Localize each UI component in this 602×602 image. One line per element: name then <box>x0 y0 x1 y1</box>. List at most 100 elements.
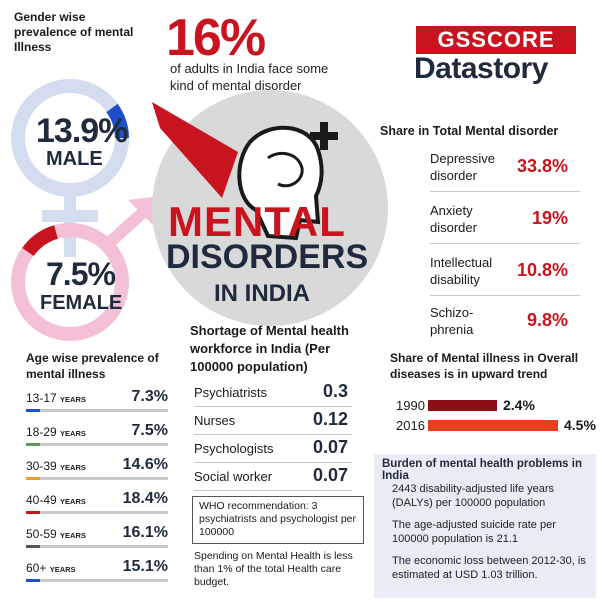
share-value: 19% <box>531 208 568 228</box>
male-percent: 13.9% <box>36 112 128 150</box>
female-symbol-bar <box>42 210 98 222</box>
red-cone <box>152 102 238 198</box>
head-icon <box>237 125 324 241</box>
age-units: YEARS <box>49 565 76 574</box>
burden-point: The economic loss between 2012-30, is es… <box>392 555 586 581</box>
age-row: 40-49 YEARS 18.4% <box>26 490 168 524</box>
trend-bar <box>428 400 497 411</box>
age-track <box>26 409 168 412</box>
shortage-value: 0.3 <box>322 381 348 401</box>
age-fill <box>26 477 40 480</box>
trend-year: 1990 <box>396 398 425 413</box>
male-ring <box>11 79 129 197</box>
age-units: YEARS <box>60 429 86 438</box>
age-value: 16.1% <box>122 524 168 541</box>
age-track <box>26 443 168 446</box>
age-range: 60+ <box>26 561 47 575</box>
age-value: 14.6% <box>122 456 168 473</box>
shortage-value: 0.12 <box>312 409 348 429</box>
share-row: Intellectual disability 10.8% <box>430 248 580 296</box>
age-fill <box>26 579 40 582</box>
share-label: Depressive disorder <box>430 151 496 183</box>
age-fill <box>26 511 40 514</box>
male-label: MALE <box>46 148 103 170</box>
male-ring-accent <box>106 103 129 139</box>
who-recommendation-box: WHO recommendation: 3 psychiatrists and … <box>192 496 364 544</box>
female-ring-accent <box>22 225 59 257</box>
share-value: 9.8% <box>526 310 568 330</box>
shortage-value: 0.07 <box>312 437 348 457</box>
age-value: 7.5% <box>131 422 168 439</box>
share-section-title: Share in Total Mental disorder <box>380 124 559 138</box>
age-range-label: 18-29 YEARS <box>26 425 86 439</box>
gender-section-title: Gender wise prevalence of mental Illness <box>14 10 134 54</box>
age-range: 50-59 <box>26 527 57 541</box>
trend-value: 2.4% <box>503 397 535 413</box>
shortage-label: Nurses <box>194 413 236 428</box>
plus-icon-h <box>310 132 338 140</box>
spending-note: Spending on Mental Health is less than 1… <box>194 550 353 588</box>
share-value: 10.8% <box>516 260 568 280</box>
age-range: 13-17 <box>26 391 57 405</box>
logo-datastory: Datastory <box>414 52 548 85</box>
trend-year: 2016 <box>396 418 425 433</box>
age-track <box>26 511 168 514</box>
shortage-label: Psychiatrists <box>194 385 267 400</box>
female-ring <box>11 223 129 341</box>
shortage-row: Social worker 0.07 <box>194 464 352 491</box>
age-range: 30-39 <box>26 459 57 473</box>
trend-bar <box>428 420 558 431</box>
headline-subtitle: of adults in India face some kind of men… <box>170 61 329 93</box>
shortage-section-title: Shortage of Mental health workforce in I… <box>190 323 349 374</box>
age-range-label: 13-17 YEARS <box>26 391 86 405</box>
gender-symbols-graphic <box>11 79 160 341</box>
share-row: Anxiety disorder 19% <box>430 196 580 244</box>
age-row: 60+ YEARS 15.1% <box>26 558 168 592</box>
age-row: 18-29 YEARS 7.5% <box>26 422 168 456</box>
head-gear <box>267 151 304 188</box>
shortage-row: Psychologists 0.07 <box>194 436 352 463</box>
shortage-row: Nurses 0.12 <box>194 408 352 435</box>
age-row: 50-59 YEARS 16.1% <box>26 524 168 558</box>
age-track <box>26 545 168 548</box>
age-value: 15.1% <box>122 558 168 575</box>
title-in-india: IN INDIA <box>214 280 310 307</box>
headline-percent: 16% <box>166 9 266 67</box>
age-track <box>26 579 168 582</box>
burden-point: 2443 disability-adjusted life years (DAL… <box>392 483 555 509</box>
burden-section-title: Burden of mental health problems in Indi… <box>382 458 582 482</box>
share-label: Intellectual disability <box>430 255 493 287</box>
age-range: 40-49 <box>26 493 57 507</box>
age-fill <box>26 545 40 548</box>
age-fill <box>26 409 40 412</box>
share-label: Anxiety disorder <box>430 203 477 235</box>
age-track <box>26 477 168 480</box>
age-fill <box>26 443 40 446</box>
share-label: Schizo-phrenia <box>430 305 474 337</box>
share-row: Schizo-phrenia 9.8% <box>430 298 580 346</box>
age-range-label: 30-39 YEARS <box>26 459 86 473</box>
central-head-graphic <box>152 90 388 326</box>
shortage-row: Psychiatrists 0.3 <box>194 380 352 407</box>
age-range-label: 40-49 YEARS <box>26 493 86 507</box>
age-range-label: 60+ YEARS <box>26 561 76 575</box>
age-range: 18-29 <box>26 425 57 439</box>
age-units: YEARS <box>60 395 86 404</box>
male-arrow-head <box>128 196 160 228</box>
age-row: 30-39 YEARS 14.6% <box>26 456 168 490</box>
trend-section-title: Share of Mental illness in Overall disea… <box>390 351 579 381</box>
shortage-label: Social worker <box>194 469 273 484</box>
age-range-label: 50-59 YEARS <box>26 527 86 541</box>
title-mental: MENTAL <box>168 198 346 245</box>
age-units: YEARS <box>60 497 86 506</box>
female-label: FEMALE <box>40 292 123 314</box>
share-row: Depressive disorder 33.8% <box>430 144 580 192</box>
shortage-label: Psychologists <box>194 441 274 456</box>
burden-panel <box>374 454 596 598</box>
age-value: 7.3% <box>131 388 168 405</box>
burden-point: The age-adjusted suicide rate per 100000… <box>392 519 556 545</box>
shortage-value: 0.07 <box>312 465 348 485</box>
title-disorders: DISORDERS <box>166 238 369 276</box>
age-row: 13-17 YEARS 7.3% <box>26 388 168 422</box>
share-value: 33.8% <box>516 156 568 176</box>
